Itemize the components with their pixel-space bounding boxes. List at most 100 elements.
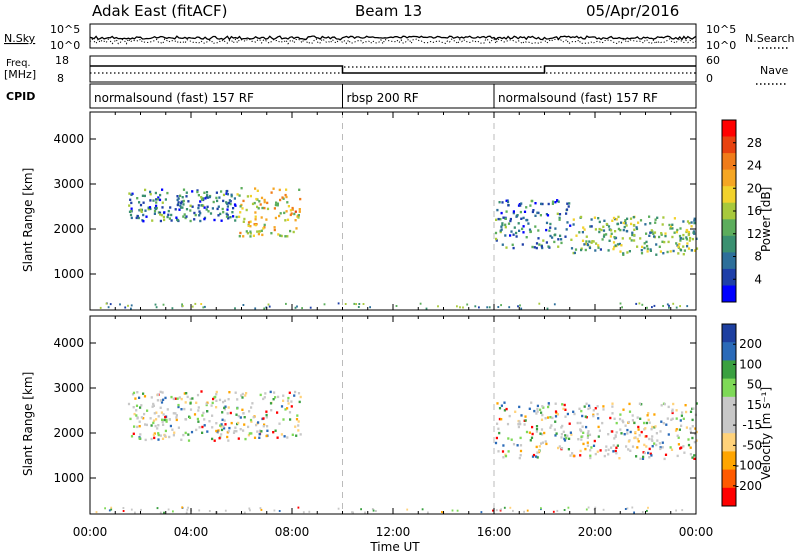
echo-cell [659,430,662,433]
echo-cell [615,452,618,455]
echo-cell [95,511,98,514]
echo-cell [158,211,162,214]
echo-cell [556,199,559,203]
echo-cell [138,396,141,399]
echo-cell [242,220,245,223]
echo-cell [135,216,138,220]
echo-cell [540,202,543,206]
echo-cell [517,305,519,308]
echo-cell [245,230,248,233]
echo-cell [633,239,636,242]
echo-cell [278,214,281,218]
echo-cell [262,425,265,428]
echo-cell [577,438,580,441]
echo-cell [250,420,253,423]
echo-cell [149,417,152,420]
echo-cell [639,417,642,420]
echo-cell [207,196,210,199]
echo-cell [535,430,538,433]
power-y-axis: 1000 2000 3000 4000 [53,132,696,281]
echo-cell [645,421,648,425]
echo-cell [251,402,254,405]
colorbar-tick-label: -50 [742,438,762,452]
echo-cell [182,199,185,203]
echo-cell [602,408,605,411]
echo-cell [172,412,175,415]
echo-cell [180,397,183,401]
echo-cell [201,425,204,429]
echo-cell [679,239,682,242]
echo-cell [661,441,664,444]
echo-cell [662,422,665,425]
echo-cell [232,207,235,210]
echo-cell [152,433,155,437]
echo-cell [170,213,173,217]
echo-cell [591,240,594,243]
echo-cell [276,204,279,207]
echo-cell [529,204,532,207]
echo-cell [245,208,248,212]
echo-cell [189,204,192,207]
echo-cell [564,434,567,437]
echo-cell [184,216,187,220]
echo-cell [206,205,209,208]
echo-cell [205,403,208,407]
echo-cell [538,445,541,448]
echo-cell [646,247,649,251]
echo-cell [615,431,618,434]
echo-cell [138,425,141,428]
echo-cell [592,444,596,447]
echo-cell [155,306,158,309]
echo-cell [243,423,246,426]
echo-cell [269,402,273,405]
echo-cell [620,244,623,247]
echo-cell [298,210,301,213]
echo-cell [531,425,534,429]
echo-cell [181,196,184,199]
echo-cell [437,305,439,308]
echo-cell [516,214,519,217]
echo-cell [281,196,284,199]
echo-cell [243,511,246,514]
echo-cell [594,407,597,410]
echo-cell [175,216,178,219]
echo-cell [578,231,581,234]
echo-cell [224,405,227,408]
y-tick-label: 4000 [53,336,84,350]
echo-cell [142,417,145,420]
echo-cell [588,404,591,407]
echo-cell [621,237,624,240]
echo-cell [187,506,189,509]
echo-cell [263,198,266,202]
echo-cell [495,239,498,242]
echo-cell [153,432,156,435]
echo-cell [142,201,145,204]
echo-cell [614,244,617,247]
echo-cell [612,247,615,251]
echo-cell [553,428,556,431]
echo-cell [624,424,627,427]
echo-cell [152,402,155,406]
echo-cell [541,246,544,250]
echo-cell [536,404,539,408]
echo-cell [238,194,241,197]
echo-cell [508,306,511,309]
echo-cell [337,507,340,510]
echo-cell [639,457,642,460]
echo-cell [149,199,152,202]
echo-cell [549,426,552,429]
echo-cell [187,200,190,203]
echo-cell [200,198,204,201]
echo-cell [693,219,696,222]
echo-cell [185,511,188,514]
power-frame [89,111,697,311]
echo-cell [640,430,643,434]
echo-cell [498,407,502,410]
echo-cell [691,237,694,241]
echo-cell [226,193,229,196]
echo-cell [291,208,294,211]
echo-cell [616,444,619,447]
echo-cell [557,238,560,241]
echo-cell [254,218,257,221]
echo-cell [256,205,259,209]
